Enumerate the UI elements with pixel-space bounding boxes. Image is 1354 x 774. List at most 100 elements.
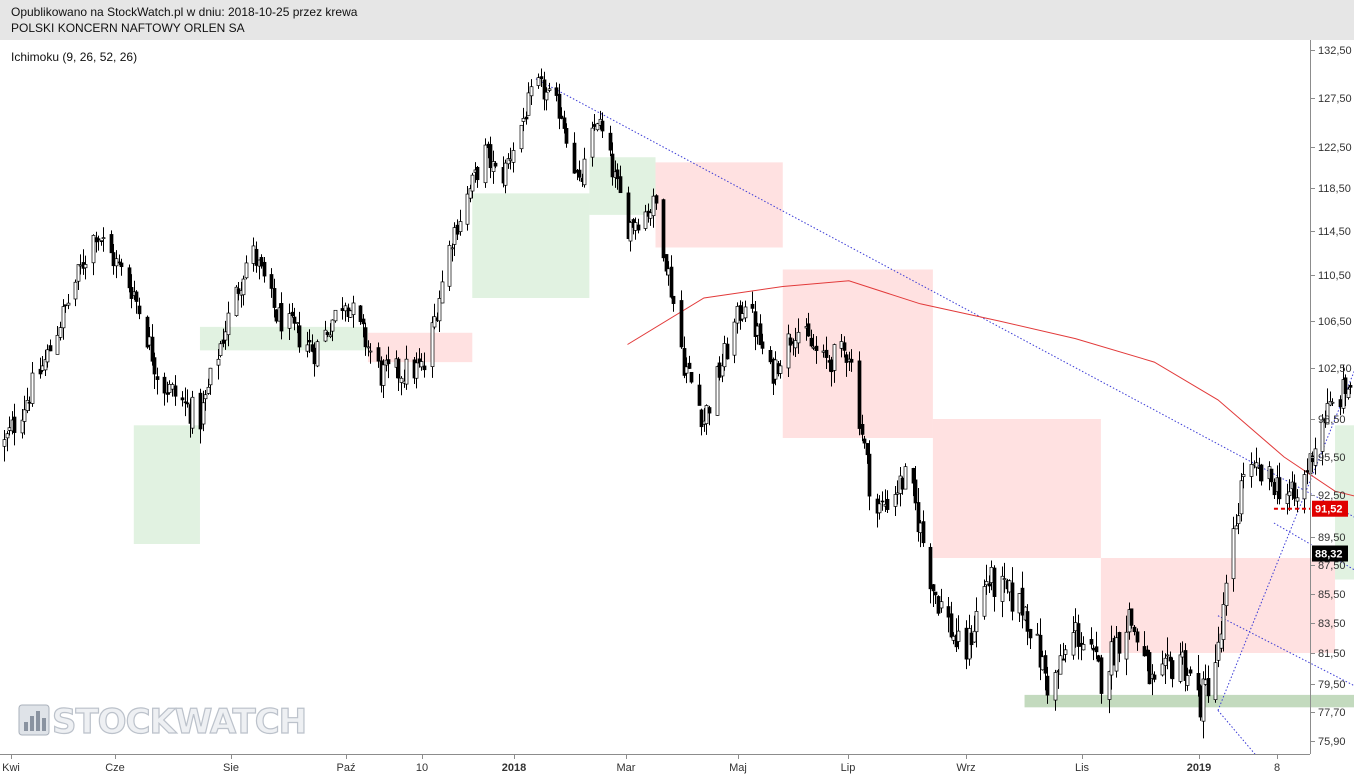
candle-down bbox=[862, 438, 867, 444]
candle-down bbox=[987, 583, 992, 587]
x-tick-label: Paź bbox=[337, 762, 356, 774]
candle-down bbox=[849, 358, 854, 363]
candle-down bbox=[636, 224, 641, 231]
watermark-logo-bar bbox=[30, 716, 34, 731]
candle-down bbox=[913, 479, 918, 504]
candle-up bbox=[984, 581, 989, 586]
candle-down bbox=[358, 305, 363, 322]
candle-up bbox=[351, 302, 356, 316]
candle-up bbox=[982, 586, 987, 617]
candle-up bbox=[22, 409, 27, 422]
candle-down bbox=[1061, 658, 1066, 661]
candle-down bbox=[1310, 455, 1315, 463]
ichimoku-cloud bbox=[133, 157, 1354, 653]
candle-down bbox=[697, 384, 702, 406]
candle-up bbox=[447, 245, 452, 287]
candle-down bbox=[1142, 646, 1147, 657]
candle-down bbox=[99, 240, 104, 243]
candle-up bbox=[208, 367, 213, 386]
candle-down bbox=[1272, 482, 1277, 496]
y-tick-label: 83,50 bbox=[1318, 618, 1346, 630]
cloud-bearish bbox=[1100, 558, 1336, 653]
candle-up bbox=[73, 281, 78, 300]
candle-up bbox=[348, 310, 353, 318]
candle-down bbox=[1099, 657, 1104, 694]
candle-up bbox=[720, 365, 725, 377]
candle-up bbox=[1002, 578, 1007, 580]
candle-down bbox=[165, 392, 170, 395]
candle-up bbox=[735, 306, 740, 324]
candle-down bbox=[842, 342, 847, 351]
candle-up bbox=[547, 88, 552, 91]
y-tick-label: 127,50 bbox=[1318, 93, 1352, 105]
candle-up bbox=[330, 319, 335, 332]
candle-up bbox=[45, 349, 50, 363]
candle-down bbox=[557, 93, 562, 119]
candle-up bbox=[939, 601, 944, 609]
candle-up bbox=[893, 494, 898, 507]
x-tick-label: 2018 bbox=[502, 762, 526, 774]
candle-down bbox=[1348, 385, 1353, 388]
candle-up bbox=[333, 309, 338, 322]
candle-up bbox=[1081, 644, 1086, 651]
price-label-badge bbox=[1312, 545, 1348, 562]
candle-down bbox=[626, 192, 631, 239]
chart-header: Opublikowano na StockWatch.pl w dniu: 20… bbox=[0, 0, 1354, 40]
candle-down bbox=[307, 340, 312, 343]
y-tick-label: 110,50 bbox=[1318, 270, 1351, 282]
candle-up bbox=[1241, 474, 1246, 477]
candle-down bbox=[262, 261, 267, 277]
candle-up bbox=[633, 222, 638, 231]
candle-up bbox=[1114, 637, 1119, 672]
watermark-logo-bar bbox=[42, 718, 46, 731]
moving-average bbox=[627, 280, 1354, 497]
candle-up bbox=[1203, 679, 1208, 685]
indicator-label: Ichimoku (9, 26, 52, 26) bbox=[11, 50, 138, 64]
candle-up bbox=[582, 158, 587, 186]
x-tick-label: Mar bbox=[617, 762, 636, 774]
candle-up bbox=[595, 123, 600, 131]
candle-up bbox=[536, 77, 541, 86]
candle-up bbox=[839, 341, 844, 349]
candle-down bbox=[1259, 464, 1264, 482]
candle-up bbox=[381, 364, 386, 386]
candle-up bbox=[529, 86, 534, 97]
candle-up bbox=[190, 396, 195, 429]
candle-down bbox=[279, 303, 284, 332]
candle-up bbox=[1058, 655, 1063, 675]
watermark-logo-bar bbox=[36, 711, 40, 731]
candle-down bbox=[422, 365, 427, 371]
candle-down bbox=[689, 371, 694, 383]
candle-down bbox=[1091, 647, 1096, 651]
candle-down bbox=[824, 349, 829, 358]
candle-down bbox=[274, 309, 279, 322]
candle-down bbox=[654, 195, 659, 204]
candle-down bbox=[155, 376, 160, 380]
candle-up bbox=[440, 281, 445, 304]
x-tick-label: Wrz bbox=[956, 762, 975, 774]
candle-up bbox=[305, 344, 310, 352]
candle-up bbox=[450, 247, 455, 250]
candle-down bbox=[964, 627, 969, 660]
candle-down bbox=[725, 343, 730, 360]
candle-up bbox=[974, 611, 979, 633]
candle-up bbox=[832, 344, 837, 371]
watermark-logo-bar bbox=[24, 722, 28, 731]
candle-down bbox=[152, 357, 157, 375]
candle-up bbox=[343, 305, 348, 312]
candle-down bbox=[1010, 582, 1015, 612]
candle-up bbox=[811, 346, 816, 349]
candle-up bbox=[201, 402, 206, 425]
candle-down bbox=[933, 591, 938, 596]
candle-down bbox=[173, 385, 178, 397]
y-tick-label: 75,90 bbox=[1318, 736, 1346, 748]
candle-down bbox=[111, 252, 116, 267]
y-tick-label: 85,50 bbox=[1318, 589, 1346, 601]
candle-down bbox=[592, 124, 597, 127]
candle-down bbox=[717, 362, 722, 378]
candle-up bbox=[526, 92, 531, 116]
candle-up bbox=[732, 321, 737, 356]
x-tick-label: 2019 bbox=[1187, 762, 1211, 774]
candle-down bbox=[48, 345, 53, 352]
